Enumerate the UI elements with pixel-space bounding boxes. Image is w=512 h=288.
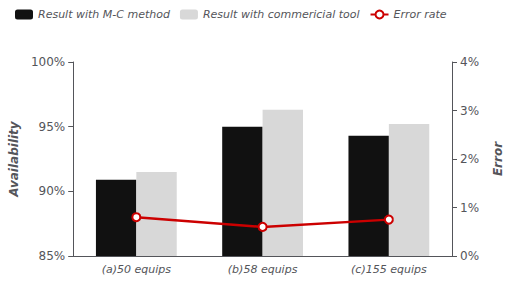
svg-text:4%: 4% [460, 55, 479, 69]
svg-text:0%: 0% [460, 249, 479, 263]
svg-text:100%: 100% [31, 55, 65, 69]
svg-text:1%: 1% [460, 201, 479, 215]
svg-text:3%: 3% [460, 104, 479, 118]
svg-text:(a)50 equips: (a)50 equips [102, 263, 172, 276]
svg-text:90%: 90% [39, 184, 66, 198]
svg-text:Availability: Availability [7, 120, 21, 198]
svg-text:85%: 85% [39, 249, 66, 263]
svg-text:(b)58 equips: (b)58 equips [228, 263, 298, 276]
svg-text:Error rate: Error rate [394, 8, 447, 21]
svg-text:2%: 2% [460, 152, 479, 166]
svg-text:Result with commericial tool: Result with commericial tool [203, 8, 360, 21]
svg-text:(c)155 equips: (c)155 equips [351, 263, 427, 276]
svg-text:Error: Error [491, 141, 505, 176]
svg-text:95%: 95% [39, 120, 66, 134]
svg-text:Result with M-C method: Result with M-C method [38, 8, 171, 21]
